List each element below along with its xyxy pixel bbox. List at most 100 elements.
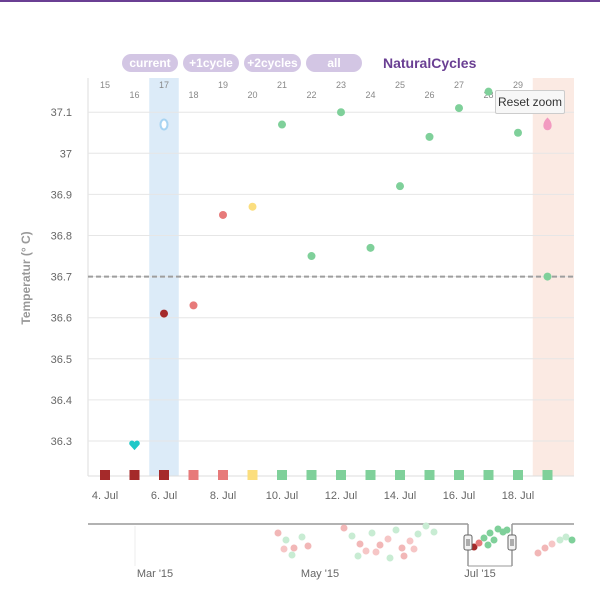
navigator-point	[414, 530, 422, 538]
temperature-point[interactable]	[278, 120, 286, 129]
day-status-square	[395, 470, 405, 480]
cycle-day-label: 19	[218, 80, 228, 90]
y-tick-label: 37.1	[51, 107, 72, 119]
cycle-day-label: 21	[277, 80, 287, 90]
x-tick-label: 14. Jul	[384, 490, 416, 502]
cycle-day-label: 22	[306, 90, 316, 100]
temperature-point[interactable]	[514, 128, 522, 137]
navigator-point	[356, 540, 364, 548]
cycle-day-label: 17	[159, 80, 169, 90]
navigator-point	[386, 554, 394, 562]
cycle-day-label: 25	[395, 80, 405, 90]
range-button-all[interactable]: all	[306, 54, 362, 72]
y-tick-label: 36.3	[51, 436, 72, 448]
navigator-point	[290, 544, 298, 552]
temperature-point[interactable]	[160, 309, 168, 318]
cycle-day-label: 18	[188, 90, 198, 100]
temperature-point[interactable]	[455, 104, 463, 113]
navigator-point	[362, 547, 370, 555]
y-axis-title: Temperatur (° C)	[19, 231, 33, 324]
day-status-square	[188, 470, 199, 480]
navigator-point	[410, 545, 418, 553]
navigator-selected-point	[568, 536, 576, 544]
temperature-point[interactable]	[543, 272, 552, 281]
temperature-point[interactable]	[484, 87, 493, 96]
reset-zoom-button[interactable]: Reset zoom	[495, 90, 565, 114]
navigator-point	[534, 549, 542, 557]
navigator-point	[430, 528, 438, 536]
navigator-point	[541, 544, 549, 552]
navigator-point	[422, 522, 430, 530]
temperature-point[interactable]	[219, 210, 227, 219]
predicted-period-drop-marker[interactable]	[543, 117, 552, 131]
range-button-1cycle[interactable]: +1cycle	[183, 54, 239, 72]
navigator-point	[282, 536, 290, 544]
range-button-2cycles[interactable]: +2cycles	[244, 54, 301, 72]
day-status-square	[365, 470, 376, 480]
x-tick-label: 8. Jul	[210, 490, 236, 502]
navigator-x-tick-label: May '15	[301, 568, 339, 580]
day-status-square	[513, 470, 523, 480]
cycle-day-label: 15	[100, 80, 110, 90]
day-status-square	[100, 470, 110, 480]
navigator-point	[398, 544, 406, 552]
navigator-handle-right[interactable]	[507, 534, 517, 551]
cycle-day-label: 24	[365, 90, 375, 100]
temperature-point[interactable]	[366, 243, 375, 252]
navigator-x-tick-label: Mar '15	[137, 568, 173, 580]
navigator-point	[354, 552, 362, 560]
y-tick-label: 36.5	[51, 354, 72, 366]
y-tick-label: 36.8	[51, 231, 72, 243]
day-status-square	[129, 470, 140, 480]
cycle-day-label: 27	[454, 80, 464, 90]
temperature-point[interactable]	[337, 108, 345, 117]
navigator-point	[556, 536, 564, 544]
x-tick-label: 4. Jul	[92, 490, 118, 502]
navigator-point	[400, 552, 408, 560]
day-status-square	[247, 470, 258, 480]
navigator-selected-point	[484, 541, 492, 549]
navigator-handle-left[interactable]	[463, 534, 473, 551]
navigator-point	[298, 533, 306, 541]
navigator-point	[562, 533, 570, 541]
navigator-point	[340, 524, 348, 532]
navigator-point	[288, 551, 296, 559]
day-status-square	[424, 470, 435, 480]
today-drop-marker[interactable]	[159, 118, 169, 131]
navigator-point	[368, 529, 376, 537]
navigator-x-tick-label: Jul '15	[464, 568, 495, 580]
day-status-square	[454, 470, 464, 480]
y-axis-labels: 36.3 36.4 36.5 36.6 36.7 36.8 36.9 37 37.1	[51, 107, 72, 448]
y-tick-label: 36.7	[51, 272, 72, 284]
navigator-selected-point	[490, 536, 498, 544]
navigator-point	[304, 542, 312, 550]
temperature-point[interactable]	[396, 182, 404, 191]
day-status-square	[542, 470, 553, 480]
day-status-square	[306, 470, 317, 480]
temperature-points	[129, 87, 552, 451]
day-status-square	[336, 470, 346, 480]
ovulation-heart-marker[interactable]	[129, 440, 140, 451]
x-axis-labels: 4. Jul 6. Jul 8. Jul 10. Jul 12. Jul 14. Jul 1…	[92, 490, 534, 502]
cycle-day-label: 29	[513, 80, 523, 90]
navigator-selected-point	[475, 539, 483, 547]
x-tick-label: 6. Jul	[151, 490, 177, 502]
navigator-point	[372, 548, 380, 556]
day-status-square	[218, 470, 228, 480]
cycle-day-label: 23	[336, 80, 346, 90]
range-button-current[interactable]: current	[122, 54, 178, 72]
temperature-point[interactable]	[189, 301, 198, 310]
temperature-point[interactable]	[307, 252, 316, 261]
temperature-point[interactable]	[248, 202, 257, 211]
cycle-day-label: 26	[424, 90, 434, 100]
navigator-point	[274, 529, 282, 537]
navigator-point	[280, 545, 288, 553]
y-tick-label: 37	[60, 148, 72, 160]
day-status-square	[277, 470, 287, 480]
temperature-point[interactable]	[425, 132, 434, 141]
y-tick-label: 36.6	[51, 313, 72, 325]
navigator-point	[376, 541, 384, 549]
day-status-square	[483, 470, 494, 480]
brand-title: NaturalCycles	[383, 55, 477, 71]
